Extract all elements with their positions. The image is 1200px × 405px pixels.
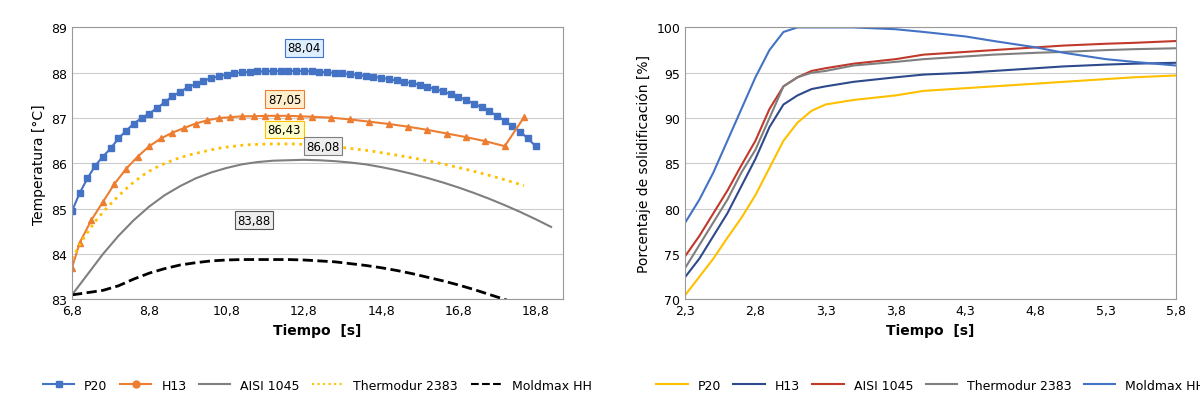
X-axis label: Tiempo  [s]: Tiempo [s] xyxy=(274,323,361,337)
Text: 88,04: 88,04 xyxy=(287,42,320,55)
Text: 86,08: 86,08 xyxy=(306,141,340,153)
Y-axis label: Temperatura [°C]: Temperatura [°C] xyxy=(31,104,46,224)
Text: 87,05: 87,05 xyxy=(268,93,301,106)
Legend: P20, H13, AISI 1045, Thermodur 2383, Moldmax HH: P20, H13, AISI 1045, Thermodur 2383, Mol… xyxy=(38,374,596,396)
Text: 83,88: 83,88 xyxy=(236,214,270,227)
Y-axis label: Porcentaje de solidificación [%]: Porcentaje de solidificación [%] xyxy=(636,55,652,273)
Text: 86,43: 86,43 xyxy=(268,124,301,136)
Legend: P20, H13, AISI 1045, Thermodur 2383, Moldmax HH: P20, H13, AISI 1045, Thermodur 2383, Mol… xyxy=(652,374,1200,396)
X-axis label: Tiempo  [s]: Tiempo [s] xyxy=(887,323,974,337)
